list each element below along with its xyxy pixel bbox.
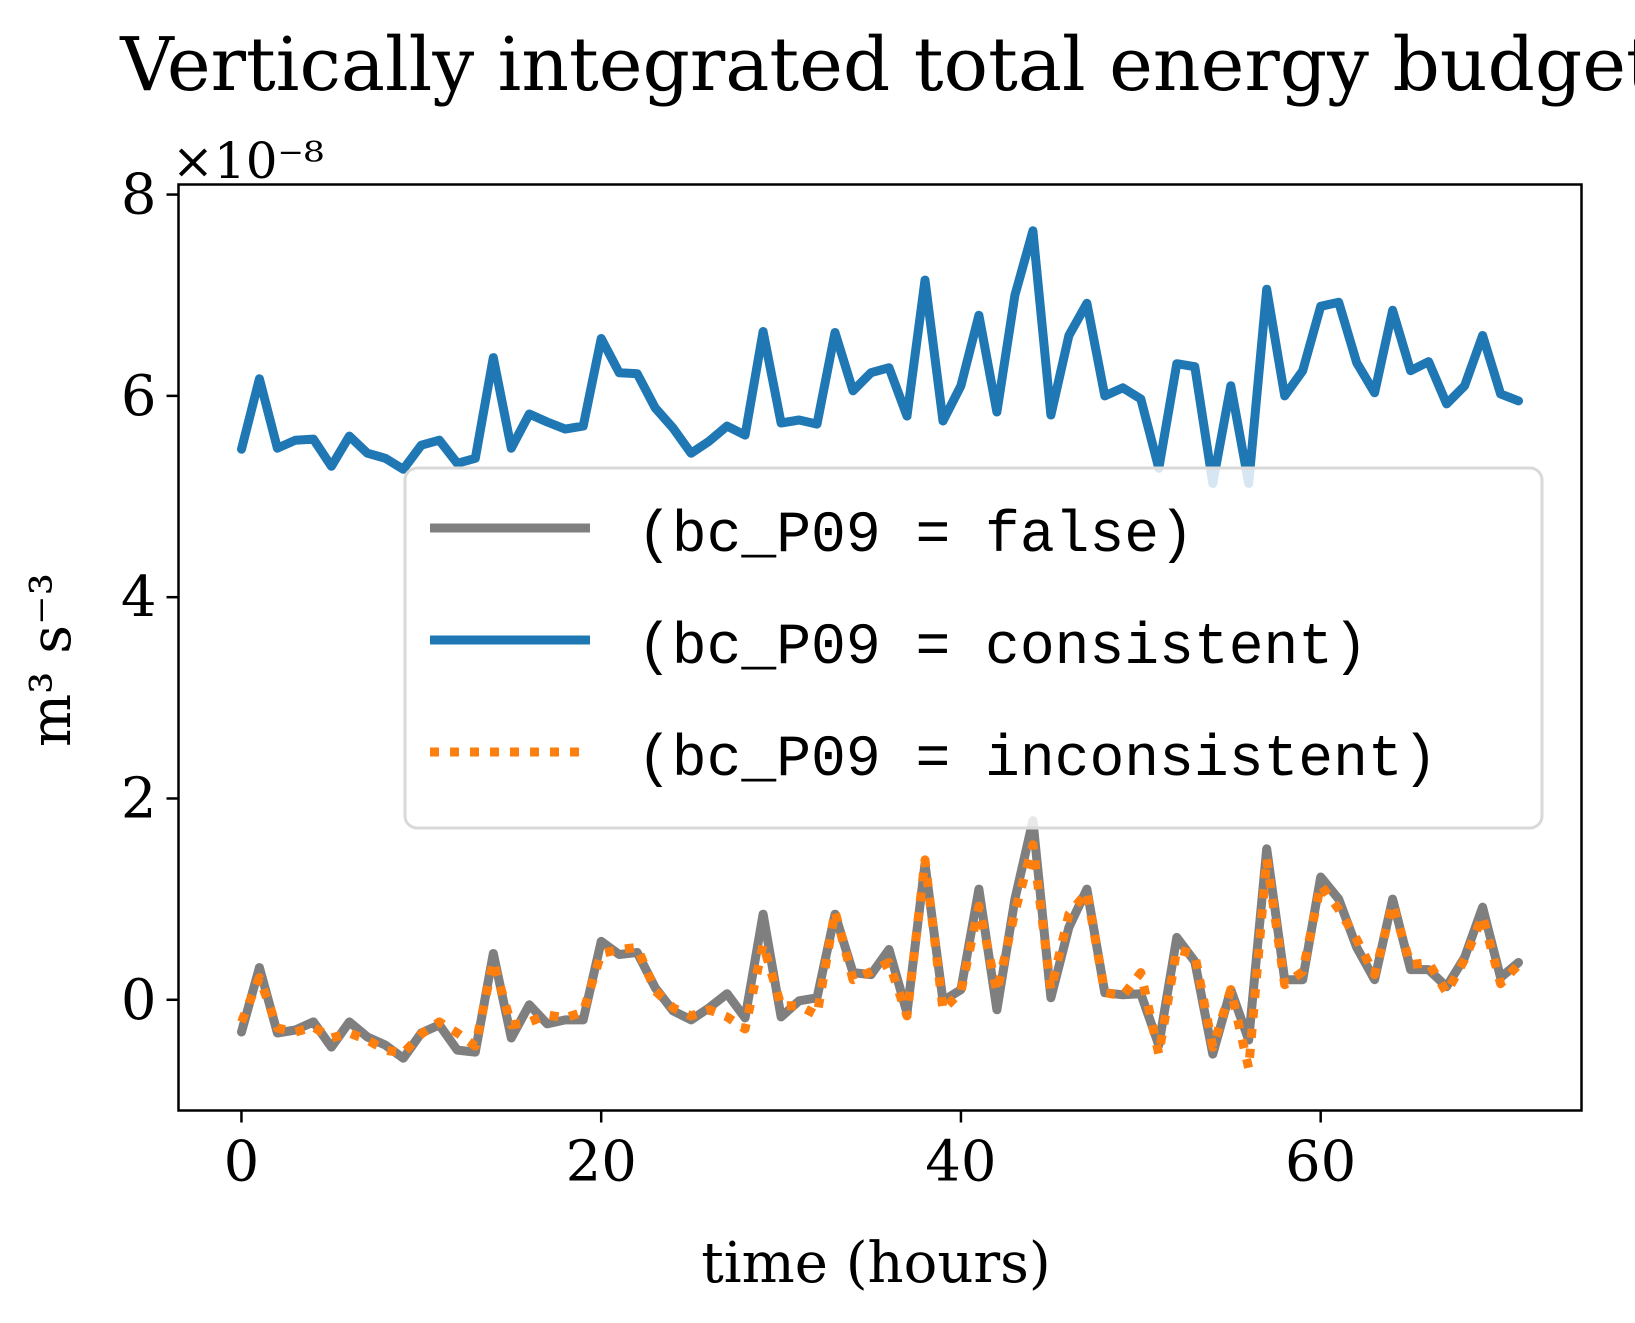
- y-axis-label: m³ s⁻³: [19, 573, 84, 747]
- y-tick-label: 2: [121, 766, 157, 831]
- plot-series: [237, 226, 1523, 1073]
- axis-ticks: 0 20 40 60 0 2 4 6 8: [121, 163, 1356, 1195]
- y-tick-label: 0: [121, 968, 157, 1033]
- legend-label-false: (bc_P09 = false): [637, 504, 1194, 569]
- chart-title: Vertically integrated total energy budge…: [119, 22, 1635, 108]
- y-tick-label: 8: [121, 163, 157, 228]
- series-line-consistent: [237, 226, 1523, 488]
- y-tick-label: 4: [121, 565, 157, 630]
- legend: (bc_P09 = false) (bc_P09 = consistent) (…: [403, 466, 1544, 830]
- plot-frame: [177, 183, 1583, 1112]
- legend-label-consistent: (bc_P09 = consistent): [637, 616, 1368, 681]
- y-multiplier-label: ×10⁻⁸: [172, 132, 324, 190]
- x-tick-label: 40: [925, 1130, 996, 1195]
- series-line-false: [237, 816, 1523, 1063]
- x-tick-label: 60: [1285, 1130, 1356, 1195]
- x-tick-label: 0: [224, 1130, 260, 1195]
- legend-label-inconsistent: (bc_P09 = inconsistent): [637, 728, 1438, 793]
- x-axis-label: time (hours): [701, 1231, 1051, 1296]
- x-tick-label: 20: [566, 1130, 637, 1195]
- series-line-inconsistent: [237, 840, 1522, 1073]
- legend-box: [403, 466, 1544, 830]
- y-tick-label: 6: [121, 364, 157, 429]
